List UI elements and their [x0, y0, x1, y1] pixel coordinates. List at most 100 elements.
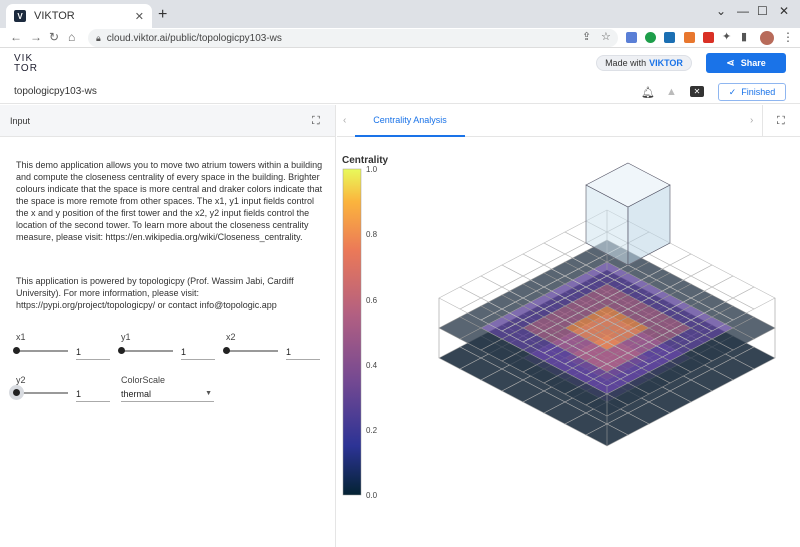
- tab-close-icon[interactable]: ✕: [134, 10, 144, 23]
- minimize-icon[interactable]: —: [737, 4, 749, 18]
- maximize-icon[interactable]: ☐: [757, 4, 768, 18]
- building-model: [438, 162, 776, 447]
- analysis-panel: ‹ Centrality Analysis › ⛶ Centrality 1.0…: [337, 105, 800, 547]
- colorbar-title: Centrality: [342, 155, 389, 166]
- y1-input[interactable]: 1: [181, 344, 215, 360]
- window-close-icon[interactable]: ✕: [779, 4, 790, 18]
- expand-icon[interactable]: ⛶: [312, 115, 320, 127]
- lock-icon: 🔒︎: [96, 32, 101, 43]
- x2-slider[interactable]: [226, 350, 278, 352]
- y2-slider-handle[interactable]: [13, 389, 20, 396]
- new-tab-plus-icon[interactable]: +: [158, 6, 168, 23]
- x1-slider[interactable]: [16, 350, 68, 352]
- centrality-3d-view[interactable]: Centrality 1.0 0.8 0.6 0.4 0.2 0.0: [337, 137, 800, 547]
- url-text: cloud.viktor.ai/public/topologicpy103-ws: [106, 32, 282, 44]
- colorscale-label: ColorScale: [121, 375, 166, 385]
- extension-icon-3[interactable]: [664, 32, 675, 43]
- y2-label: y2: [16, 375, 26, 385]
- tabs-prev-arrow-icon[interactable]: ‹: [343, 115, 347, 126]
- app-bar: topologicpy103-ws 🔔︎ ▲ ✕ ✓ Finished: [0, 80, 800, 104]
- viktor-logo[interactable]: VIK TOR: [14, 54, 38, 74]
- finished-label: Finished: [741, 87, 776, 97]
- browser-menu-icon[interactable]: ⋮: [782, 30, 794, 44]
- tower-roof: [585, 162, 671, 208]
- roof-cell: [501, 253, 545, 277]
- extension-icon-1[interactable]: [626, 32, 637, 43]
- roof-cell: [690, 264, 734, 288]
- reload-icon[interactable]: ↻: [49, 30, 60, 44]
- back-arrow-icon[interactable]: ←: [10, 30, 22, 44]
- colorscale-select[interactable]: thermal ▼: [121, 386, 214, 402]
- share-button[interactable]: ⋖ Share: [706, 53, 786, 73]
- input-panel-header: Input ⛶: [0, 105, 335, 137]
- bookmark-star-icon[interactable]: ☆: [601, 31, 611, 43]
- tab-centrality-analysis[interactable]: Centrality Analysis: [355, 105, 465, 137]
- share-label: Share: [740, 58, 766, 68]
- extension-icon-5[interactable]: [703, 32, 714, 43]
- extension-icon-2[interactable]: [645, 32, 656, 43]
- colorbar-tick: 0.4: [366, 361, 378, 370]
- analysis-tabs: ‹ Centrality Analysis › ⛶: [337, 105, 800, 137]
- expand-icon[interactable]: ⛶: [777, 115, 785, 127]
- browser-tab-bar: V VIKTOR ✕ + ⌄ — ☐ ✕: [0, 0, 800, 28]
- tabs-next-arrow-icon[interactable]: ›: [750, 115, 754, 126]
- extension-icon-4[interactable]: [684, 32, 695, 43]
- colorscale-value: thermal: [121, 389, 152, 399]
- colorbar-tick: 1.0: [366, 165, 378, 174]
- profile-avatar[interactable]: [760, 31, 774, 45]
- bell-icon[interactable]: 🔔︎: [641, 87, 655, 99]
- finished-button[interactable]: ✓ Finished: [718, 83, 786, 101]
- app-header: VIK TOR Made with VIKTOR ⋖ Share: [0, 48, 800, 80]
- roof-cell: [732, 286, 776, 310]
- app-name: topologicpy103-ws: [14, 86, 97, 97]
- colorbar-tick: 0.2: [366, 426, 378, 435]
- logo-line-1: VIK: [14, 53, 34, 64]
- chevron-down-icon[interactable]: ⌄: [716, 4, 727, 18]
- powered-by-text: This application is powered by topologic…: [16, 276, 294, 310]
- puzzle-extensions-icon[interactable]: ✦: [722, 31, 732, 43]
- x1-slider-handle[interactable]: [13, 347, 20, 354]
- roof-cell: [459, 275, 503, 299]
- address-bar: ← → ↻ ⌂ 🔒︎ cloud.viktor.ai/public/topolo…: [0, 28, 800, 48]
- url-input[interactable]: 🔒︎ cloud.viktor.ai/public/topologicpy103…: [88, 29, 618, 47]
- y2-input[interactable]: 1: [76, 386, 110, 402]
- share-page-icon[interactable]: ⇪: [582, 31, 592, 43]
- roof-cell: [669, 253, 713, 277]
- roof-cell: [480, 264, 524, 288]
- input-panel-title: Input: [10, 116, 31, 126]
- input-panel: Input ⛶ This demo application allows you…: [0, 105, 336, 547]
- x2-slider-handle[interactable]: [223, 347, 230, 354]
- y1-slider-handle[interactable]: [118, 347, 125, 354]
- made-with-text: Made with: [605, 58, 647, 68]
- y1-slider[interactable]: [121, 350, 173, 352]
- roof-cell: [711, 275, 755, 299]
- browser-tab[interactable]: V VIKTOR ✕: [6, 4, 152, 28]
- roof-cell: [543, 231, 587, 255]
- x2-label: x2: [226, 332, 236, 342]
- clear-icon[interactable]: ✕: [690, 86, 704, 97]
- chevron-down-icon: ▼: [205, 390, 212, 397]
- colorbar-tick: 0.0: [366, 491, 378, 500]
- x1-label: x1: [16, 332, 26, 342]
- roof-cell: [438, 286, 482, 310]
- check-icon: ✓: [728, 86, 737, 97]
- y1-label: y1: [121, 332, 131, 342]
- colorbar-tick: 0.6: [366, 296, 378, 305]
- colorbar-tick: 0.8: [366, 230, 378, 239]
- x2-input[interactable]: 1: [286, 344, 320, 360]
- x1-input[interactable]: 1: [76, 344, 110, 360]
- y2-slider[interactable]: [16, 392, 68, 394]
- sidebar-toggle-icon[interactable]: ▮: [741, 31, 748, 43]
- made-with-brand: VIKTOR: [649, 58, 683, 68]
- tabs-divider: [762, 105, 763, 137]
- colorbar: [342, 168, 362, 496]
- warning-icon[interactable]: ▲: [666, 86, 677, 98]
- browser-tab-title: VIKTOR: [34, 10, 75, 22]
- roof-cell: [522, 242, 566, 266]
- made-with-viktor-badge[interactable]: Made with VIKTOR: [596, 55, 692, 71]
- home-icon[interactable]: ⌂: [68, 30, 76, 44]
- share-icon: ⋖: [726, 57, 735, 69]
- forward-arrow-icon[interactable]: →: [30, 30, 42, 44]
- logo-line-2: TOR: [14, 63, 38, 74]
- description-text: This demo application allows you to move…: [16, 160, 323, 242]
